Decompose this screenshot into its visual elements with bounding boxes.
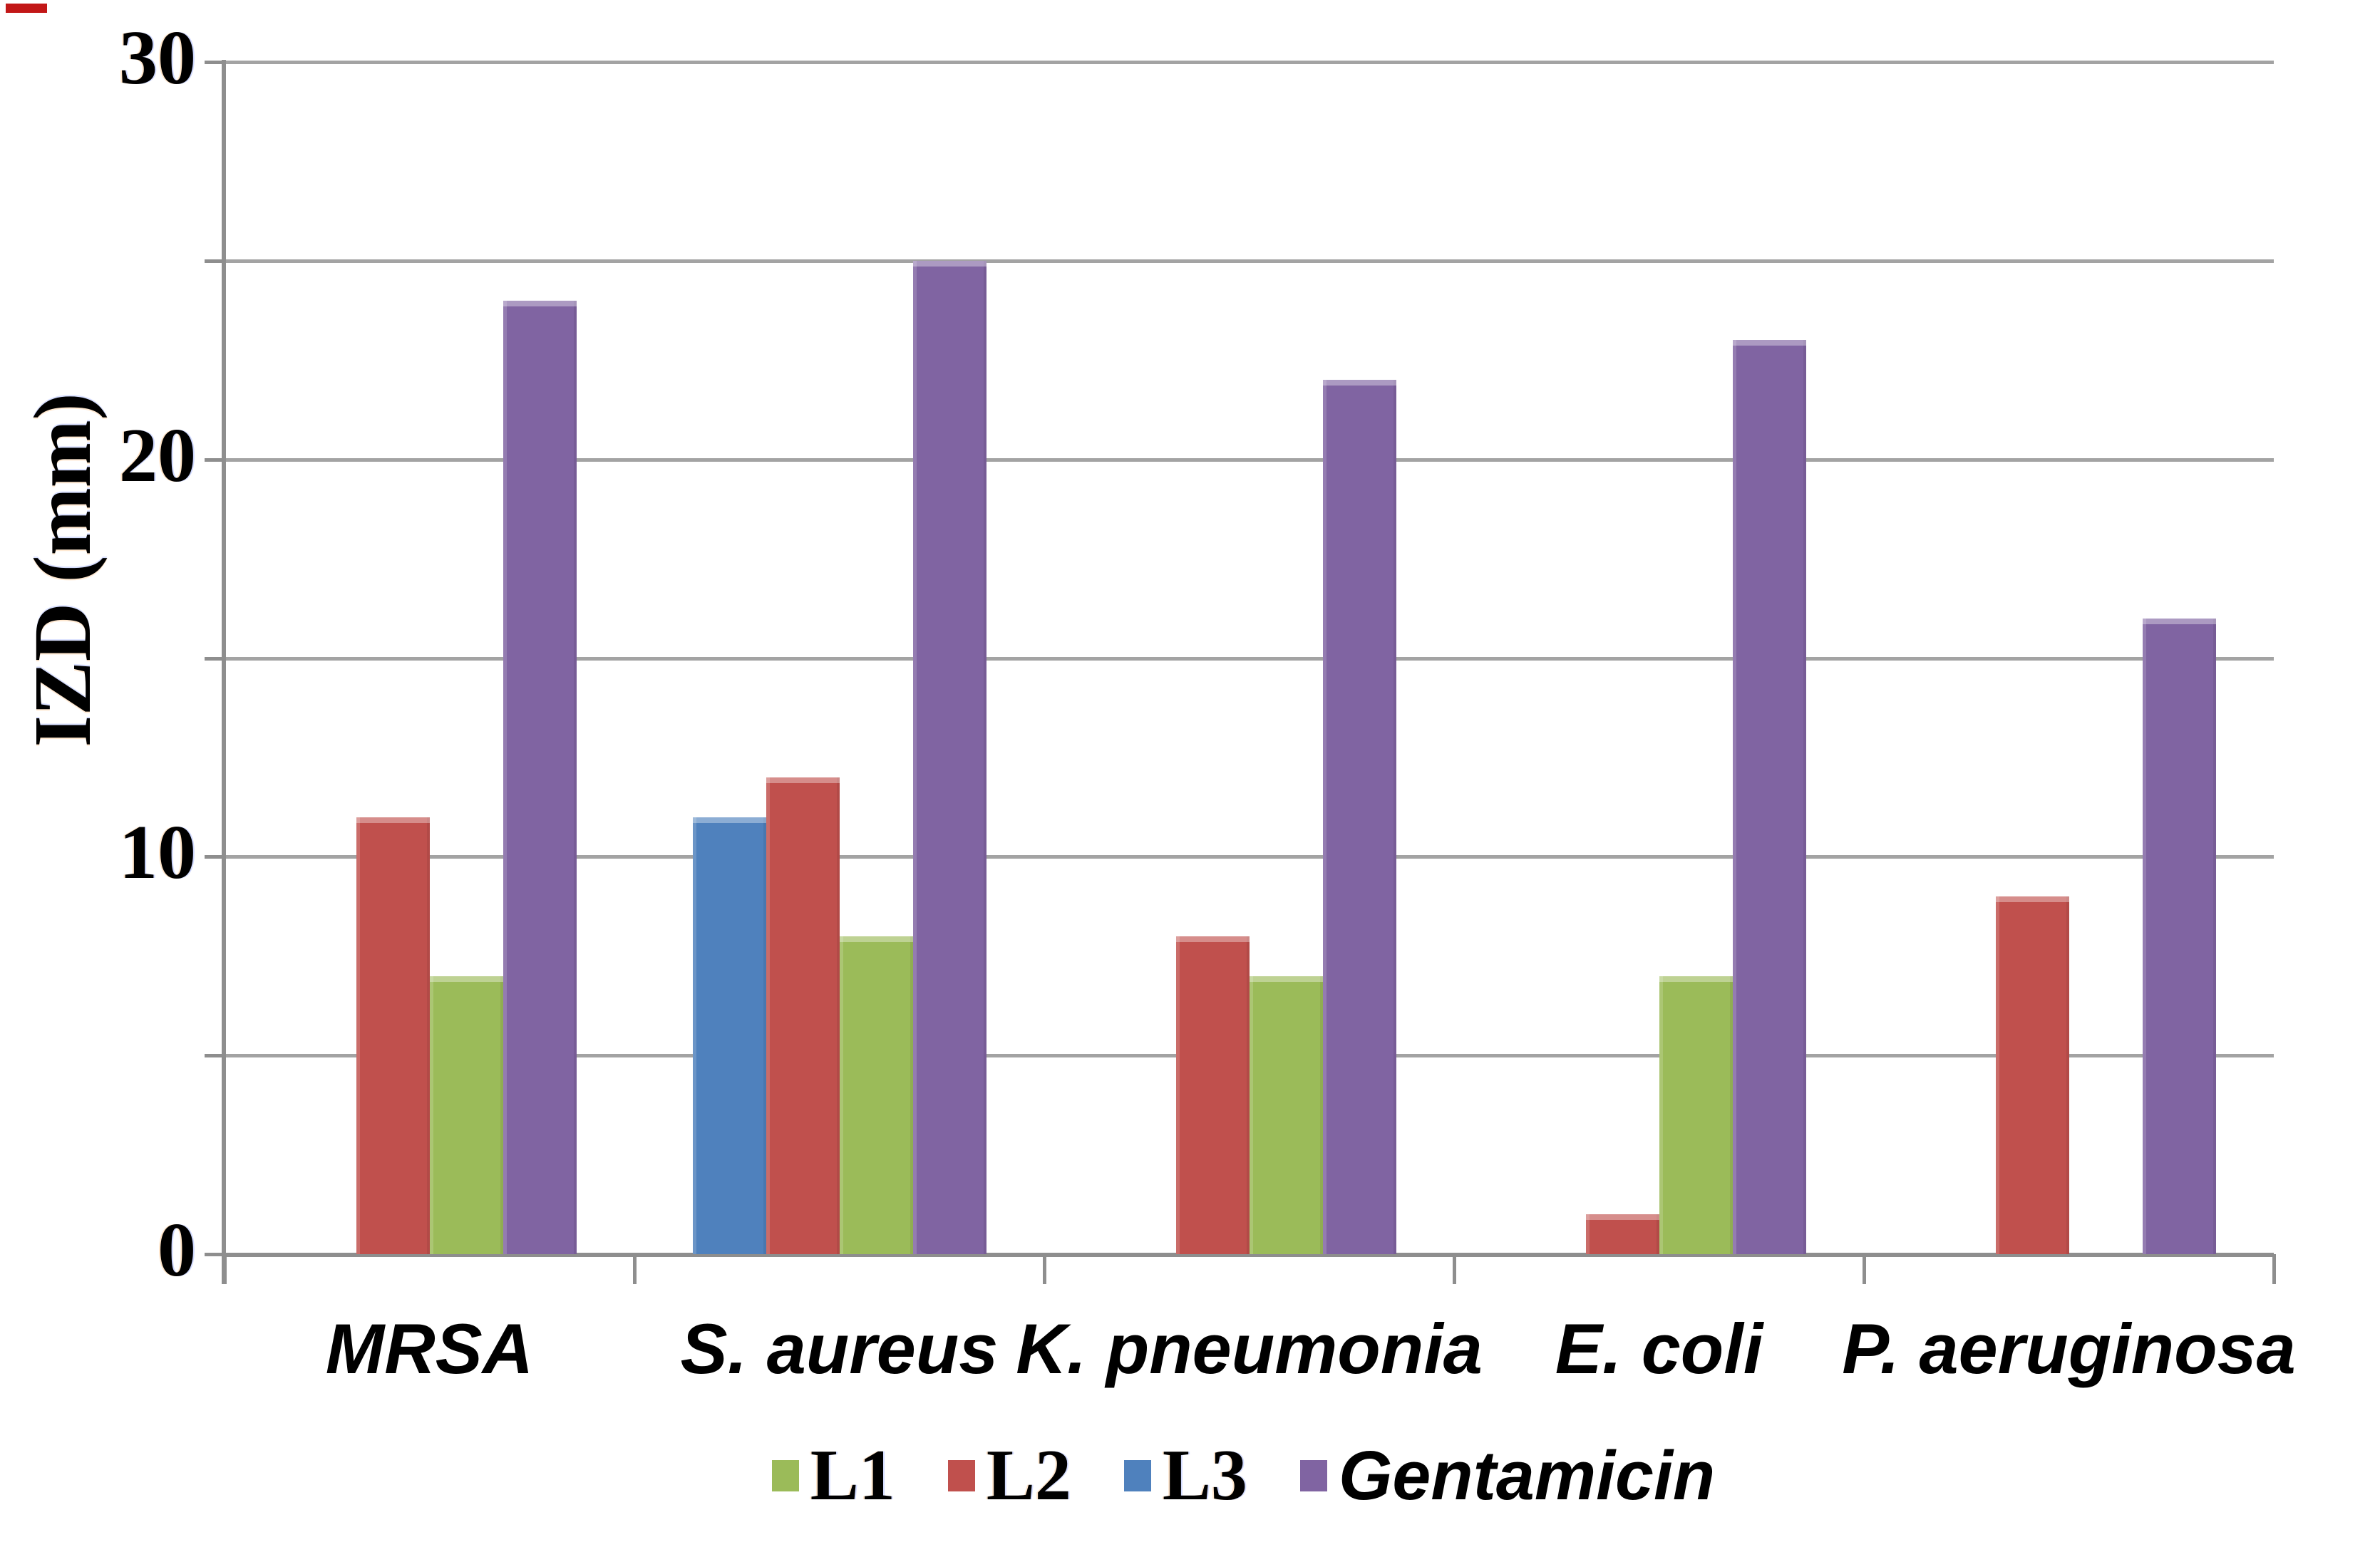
x-axis-tick-2 bbox=[1043, 1254, 1046, 1284]
bar-gentamicin-k-pneumonia bbox=[1323, 380, 1396, 1254]
corner-artifact-mark bbox=[6, 4, 47, 13]
legend-item-gentamicin: Gentamicin bbox=[1299, 1436, 1716, 1516]
bar-l2-s-aureus bbox=[766, 777, 840, 1254]
x-axis-tick-0 bbox=[223, 1254, 227, 1284]
y-axis-tick-5 bbox=[205, 1054, 222, 1058]
bar-l1-mrsa bbox=[430, 976, 503, 1254]
legend-swatch-gentamicin bbox=[1299, 1459, 1327, 1491]
bar-gentamicin-p-aeruginosa bbox=[2143, 618, 2216, 1254]
legend-item-l2: L2 bbox=[947, 1434, 1071, 1517]
legend-label-l1: L1 bbox=[810, 1435, 895, 1516]
legend-label-l3: L3 bbox=[1162, 1435, 1247, 1516]
bar-l1-s-aureus bbox=[840, 936, 913, 1254]
x-axis-tick-5 bbox=[2272, 1254, 2276, 1284]
category-label-mrsa: MRSA bbox=[325, 1309, 534, 1388]
bar-l2-k-pneumonia bbox=[1176, 936, 1250, 1254]
y-axis-tick-20 bbox=[205, 457, 222, 462]
legend-swatch-l3 bbox=[1123, 1459, 1151, 1491]
legend-swatch-l1 bbox=[771, 1459, 799, 1491]
x-axis-tick-1 bbox=[633, 1254, 637, 1284]
bar-gentamicin-e-coli bbox=[1733, 340, 1806, 1254]
legend-label-l2: L2 bbox=[986, 1435, 1071, 1516]
legend-label-gentamicin: Gentamicin bbox=[1338, 1436, 1716, 1514]
gridline-20 bbox=[225, 457, 2274, 462]
category-label-e-coli: E. coli bbox=[1555, 1309, 1763, 1388]
y-axis-tick-15 bbox=[205, 656, 222, 661]
x-axis-tick-4 bbox=[1863, 1254, 1866, 1284]
y-axis-tick-30 bbox=[205, 61, 222, 64]
y-tick-label-10: 10 bbox=[119, 810, 196, 896]
bar-l1-e-coli bbox=[1659, 976, 1733, 1254]
bar-l3-s-aureus bbox=[693, 817, 766, 1254]
gridline-10 bbox=[225, 855, 2274, 859]
category-label-p-aeruginosa: P. aeruginosa bbox=[1842, 1309, 2296, 1388]
bar-l2-p-aeruginosa bbox=[1996, 896, 2069, 1254]
category-label-s-aureus: S. aureus bbox=[680, 1309, 999, 1388]
y-axis-tick-10 bbox=[205, 855, 222, 859]
x-axis-tick-3 bbox=[1453, 1254, 1456, 1284]
y-axis-tick-25 bbox=[205, 259, 222, 263]
bar-l2-e-coli bbox=[1586, 1214, 1659, 1254]
y-tick-label-30: 30 bbox=[119, 16, 196, 101]
y-axis-tick-0 bbox=[205, 1253, 222, 1256]
bar-gentamicin-s-aureus bbox=[913, 260, 986, 1254]
gridline-25 bbox=[225, 259, 2274, 263]
gridline-15 bbox=[225, 656, 2274, 661]
gridline-30 bbox=[225, 61, 2274, 64]
legend-item-l3: L3 bbox=[1123, 1434, 1247, 1517]
category-label-k-pneumonia: K. pneumonia bbox=[1016, 1309, 1483, 1388]
legend-swatch-l2 bbox=[947, 1459, 975, 1491]
x-axis-line bbox=[222, 1253, 2274, 1257]
legend: L1 L2 L3 Gentamicin bbox=[0, 1434, 2380, 1517]
bar-gentamicin-mrsa bbox=[503, 300, 577, 1254]
legend-item-l1: L1 bbox=[771, 1434, 895, 1517]
bar-l2-mrsa bbox=[356, 817, 430, 1254]
y-tick-label-0: 0 bbox=[158, 1208, 196, 1293]
bar-l1-k-pneumonia bbox=[1250, 976, 1323, 1254]
y-tick-label-20: 20 bbox=[119, 413, 196, 498]
y-axis-line bbox=[222, 60, 226, 1284]
